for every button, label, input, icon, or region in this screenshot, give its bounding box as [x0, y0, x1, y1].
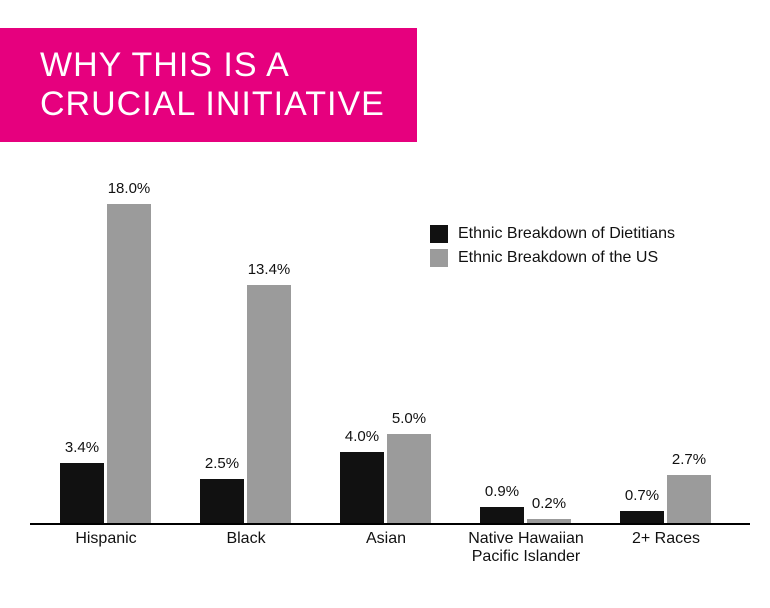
page-title: WHY THIS IS A CRUCIAL INITIATIVE [40, 46, 385, 124]
bar-group: 0.9%0.2% [480, 507, 571, 523]
bar-group: 0.7%2.7% [620, 475, 711, 523]
bar: 0.7% [620, 511, 664, 523]
bar: 3.4% [60, 463, 104, 523]
title-banner: WHY THIS IS A CRUCIAL INITIATIVE [0, 28, 417, 142]
category-label: Asian [366, 530, 406, 548]
bar-value-label: 13.4% [239, 261, 299, 278]
bar: 0.9% [480, 507, 524, 523]
bar-value-label: 0.7% [612, 487, 672, 504]
title-line-2: CRUCIAL INITIATIVE [40, 85, 385, 123]
bar: 4.0% [340, 452, 384, 523]
bar-chart: 3.4%18.0%2.5%13.4%4.0%5.0%0.9%0.2%0.7%2.… [30, 170, 750, 525]
bar-value-label: 4.0% [332, 428, 392, 445]
bar: 13.4% [247, 285, 291, 523]
bar: 18.0% [107, 204, 151, 524]
bar: 5.0% [387, 434, 431, 523]
bar-value-label: 3.4% [52, 439, 112, 456]
bar-group: 4.0%5.0% [340, 434, 431, 523]
category-labels: Hispanic Black Asian Native HawaiianPacific… [30, 530, 750, 580]
bar-value-label: 2.7% [659, 451, 719, 468]
category-label: Hispanic [75, 530, 136, 548]
bar: 0.2% [527, 519, 571, 523]
category-label: Black [226, 530, 265, 548]
bar-value-label: 18.0% [99, 180, 159, 197]
bar-value-label: 5.0% [379, 410, 439, 427]
bar-value-label: 0.2% [519, 495, 579, 512]
bar-group: 3.4%18.0% [60, 204, 151, 524]
title-line-1: WHY THIS IS A [40, 46, 290, 84]
bar: 2.7% [667, 475, 711, 523]
bar: 2.5% [200, 479, 244, 523]
bar-value-label: 2.5% [192, 455, 252, 472]
category-label: Native HawaiianPacific Islander [468, 530, 584, 567]
bar-group: 2.5%13.4% [200, 285, 291, 523]
category-label: 2+ Races [632, 530, 700, 548]
